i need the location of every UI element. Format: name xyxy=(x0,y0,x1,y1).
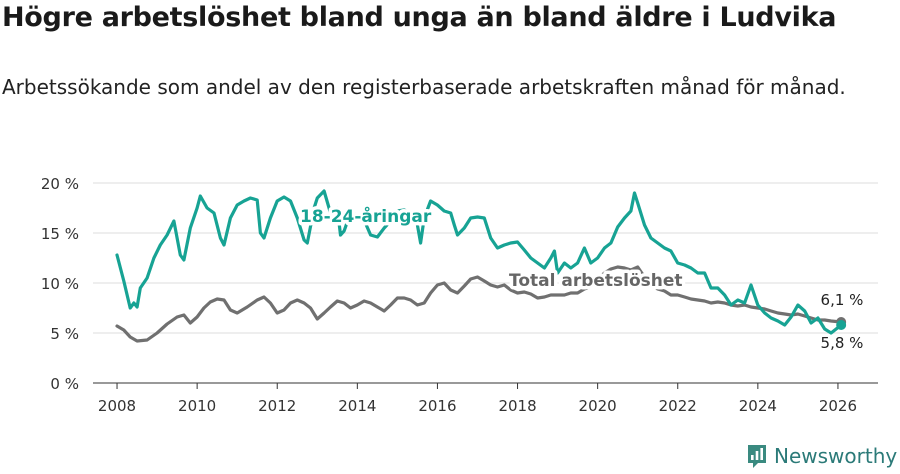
youth-series-label: 18-24-åringar xyxy=(300,205,432,227)
x-tick-label: 2008 xyxy=(98,397,136,415)
x-tick-label: 2026 xyxy=(819,397,857,415)
page-title: Högre arbetslöshet bland unga än bland ä… xyxy=(2,2,837,33)
x-tick-label: 2018 xyxy=(498,397,536,415)
x-tick-label: 2010 xyxy=(178,397,216,415)
series-lines xyxy=(115,189,847,343)
x-tick-label: 2020 xyxy=(579,397,617,415)
brand-logo: Newsworthy xyxy=(746,441,897,471)
brand-name: Newsworthy xyxy=(774,444,898,468)
x-tick-label: 2016 xyxy=(418,397,456,415)
youth-series-label-halo: 18-24-åringar xyxy=(300,205,432,227)
x-tick-label: 2024 xyxy=(739,397,777,415)
chart-subtitle: Arbetssökande som andel av den registerb… xyxy=(2,75,846,99)
x-tick-label: 2022 xyxy=(659,397,697,415)
x-tick-label: 2014 xyxy=(338,397,376,415)
total-series-label: Total arbetslöshet xyxy=(509,271,683,291)
bar-chart-logo-icon xyxy=(748,445,766,468)
y-tick-label: 20 % xyxy=(41,175,79,193)
y-tick-label: 10 % xyxy=(41,275,79,293)
youth-end-point xyxy=(836,320,847,330)
axes: 0 % 5 % 10 % 15 % 20 % 2008 2010 2012 2014 2016 20… xyxy=(41,175,857,415)
youth-unemployment-line xyxy=(115,189,843,335)
total-series-label-halo: Total arbetslöshet xyxy=(509,271,683,291)
youth-end-label: 5,8 % xyxy=(821,334,864,352)
x-tick-label: 2012 xyxy=(258,397,296,415)
total-end-label: 6,1 % xyxy=(821,291,864,309)
y-tick-label: 15 % xyxy=(41,225,79,243)
y-tick-label: 0 % xyxy=(50,375,79,393)
y-tick-label: 5 % xyxy=(50,325,79,343)
total-unemployment-line xyxy=(115,265,843,343)
